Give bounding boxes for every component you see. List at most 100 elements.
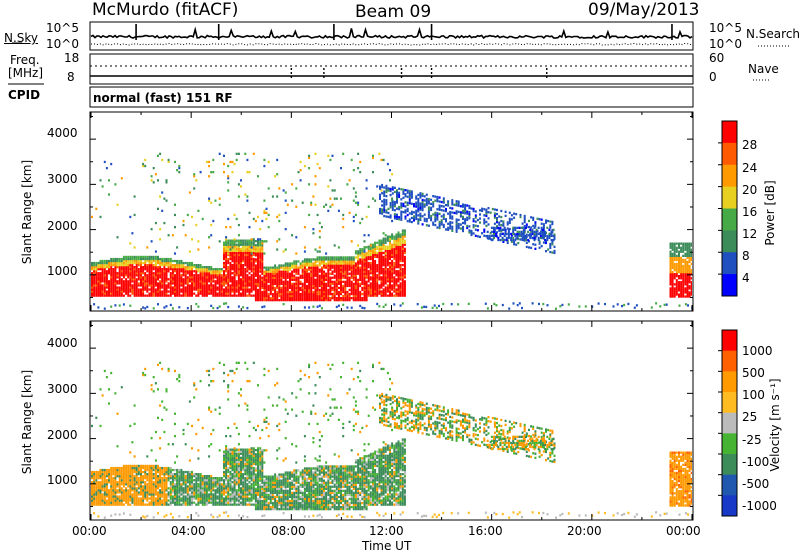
- echo-cell: [237, 244, 240, 247]
- echo-cell: [400, 216, 403, 219]
- echo-cell: [354, 292, 357, 296]
- echo-cell: [584, 305, 587, 308]
- echo-cell: [154, 483, 157, 486]
- echo-cell: [331, 288, 334, 292]
- echo-cell: [152, 491, 155, 494]
- echo-cell: [142, 268, 145, 271]
- echo-cell: [114, 479, 117, 482]
- echo-cell: [316, 266, 319, 269]
- echo-cell: [105, 493, 108, 496]
- echo-cell: [682, 254, 685, 257]
- echo-cell: [135, 499, 138, 502]
- echo-cell: [669, 283, 672, 286]
- echo-cell: [235, 272, 238, 275]
- echo-cell: [690, 258, 692, 262]
- echo-cell: [169, 290, 172, 293]
- echo-cell: [227, 294, 230, 297]
- echo-cell: [229, 239, 232, 242]
- echo-cell: [157, 179, 159, 182]
- echo-cell: [303, 264, 306, 267]
- echo-cell: [316, 292, 319, 296]
- echo-cell: [133, 261, 136, 265]
- echo-cell: [530, 246, 533, 249]
- echo-cell: [257, 240, 259, 243]
- echo-cell: [523, 218, 526, 222]
- echo-cell: [684, 277, 687, 280]
- echo-cell: [195, 286, 198, 289]
- echo-cell: [354, 286, 357, 290]
- echo-cell: [142, 270, 145, 273]
- echo-cell: [323, 299, 325, 302]
- echo-cell: [688, 285, 691, 288]
- echo-cell: [289, 286, 291, 290]
- echo-cell: [325, 299, 328, 302]
- echo-cell: [133, 466, 136, 470]
- echo-cell: [432, 203, 435, 206]
- echo-cell: [385, 184, 388, 188]
- echo-cell: [112, 489, 115, 492]
- echo-cell: [320, 256, 323, 259]
- echo-cell: [231, 251, 234, 255]
- echo-cell: [289, 262, 291, 265]
- echo-cell: [381, 186, 384, 189]
- echo-cell: [254, 252, 257, 255]
- echo-cell: [372, 251, 374, 255]
- echo-cell: [218, 294, 221, 297]
- echo-cell: [329, 297, 332, 300]
- echo-cell: [301, 262, 304, 265]
- echo-cell: [496, 219, 498, 222]
- echo-cell: [327, 258, 330, 261]
- echo-cell: [146, 466, 149, 470]
- echo-cell: [280, 297, 283, 300]
- echo-cell: [114, 497, 117, 500]
- echo-cell: [116, 501, 119, 504]
- echo-cell: [299, 280, 302, 283]
- echo-cell: [184, 280, 187, 283]
- echo-cell: [229, 160, 232, 164]
- echo-cell: [352, 219, 355, 223]
- echo-cell: [112, 493, 115, 496]
- echo-cell: [150, 288, 153, 291]
- echo-cell: [174, 288, 176, 291]
- echo-cell: [680, 260, 683, 264]
- echo-cell: [397, 294, 400, 297]
- echo-cell: [269, 284, 272, 288]
- echo-cell: [669, 264, 672, 268]
- echo-cell: [112, 292, 115, 295]
- echo-cell: [201, 286, 204, 289]
- echo-cell: [327, 284, 330, 288]
- echo-cell: [312, 258, 315, 261]
- echo-cell: [267, 286, 270, 290]
- echo-cell: [357, 258, 360, 261]
- echo-cell: [174, 259, 176, 263]
- echo-cell: [344, 284, 347, 288]
- echo-cell: [357, 260, 360, 263]
- echo-cell: [142, 286, 145, 289]
- echo-cell: [335, 274, 338, 277]
- echo-cell: [481, 232, 484, 235]
- echo-cell: [257, 274, 259, 277]
- echo-cell: [271, 294, 274, 298]
- echo-cell: [127, 272, 130, 275]
- echo-cell: [242, 241, 245, 244]
- echo-cell: [686, 295, 689, 298]
- echo-cell: [122, 470, 125, 474]
- echo-cell: [282, 189, 285, 192]
- echo-cell: [675, 283, 678, 286]
- echo-cell: [397, 257, 400, 261]
- echo-cell: [546, 304, 549, 307]
- echo-cell: [197, 282, 200, 285]
- echo-cell: [163, 294, 166, 297]
- echo-cell: [318, 260, 321, 263]
- echo-cell: [235, 274, 238, 277]
- echo-cell: [320, 294, 323, 298]
- echo-cell: [148, 473, 151, 476]
- echo-cell: [159, 270, 162, 273]
- echo-cell: [208, 160, 211, 164]
- echo-cell: [242, 268, 245, 271]
- echo-cell: [497, 226, 500, 229]
- echo-cell: [440, 200, 443, 204]
- echo-cell: [159, 264, 162, 267]
- echo-cell: [380, 294, 383, 297]
- echo-cell: [276, 173, 279, 176]
